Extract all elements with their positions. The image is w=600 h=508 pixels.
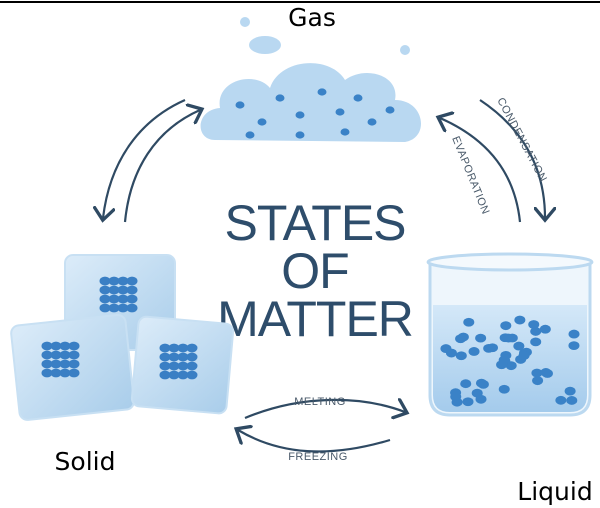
particle — [476, 379, 487, 388]
cloud-part — [240, 17, 250, 27]
particle — [499, 385, 510, 394]
cloud-part — [249, 36, 281, 54]
particle — [503, 334, 514, 343]
particle — [530, 337, 541, 346]
transition-label: MELTING — [294, 396, 346, 408]
particle — [568, 341, 579, 350]
particle — [354, 94, 363, 101]
particle — [566, 396, 577, 405]
particle — [336, 108, 345, 115]
particle — [187, 353, 198, 362]
node-label: Gas — [288, 3, 336, 32]
particle — [127, 277, 138, 286]
particle — [475, 334, 486, 343]
particle — [127, 295, 138, 304]
node-label: Liquid — [517, 477, 592, 506]
particle — [458, 333, 469, 342]
particle — [296, 131, 305, 138]
particle — [440, 344, 451, 353]
particle — [69, 342, 80, 351]
body: {"title": {"lines": ["STATES", "OF", "MA… — [0, 0, 600, 508]
particle — [386, 106, 395, 113]
particle — [258, 118, 267, 125]
particle — [514, 316, 525, 325]
particle — [500, 321, 511, 330]
particle — [463, 318, 474, 327]
diagram: CONDENSATION EVAPORATION STATES OF MATTE… — [0, 0, 600, 508]
particle — [296, 111, 305, 118]
particle — [540, 325, 551, 334]
particle — [460, 379, 471, 388]
cloud-part — [201, 63, 421, 142]
particle — [69, 360, 80, 369]
gas-solid-arrows — [103, 100, 200, 222]
particle — [565, 387, 576, 396]
particle — [368, 118, 377, 125]
transition-label: FREEZING — [288, 451, 348, 463]
particle — [469, 347, 480, 356]
particle — [246, 131, 255, 138]
particle — [318, 88, 327, 95]
particle — [187, 362, 198, 371]
page: States of Matter html, body { margin: 0;… — [0, 0, 600, 508]
particle — [540, 368, 551, 377]
particle — [530, 327, 541, 336]
particle — [476, 395, 487, 404]
particle — [456, 351, 467, 360]
particle — [463, 397, 474, 406]
gas-solid-arrows-part — [125, 110, 200, 222]
particle — [127, 304, 138, 313]
particle — [127, 286, 138, 295]
particle — [69, 351, 80, 360]
particle — [236, 101, 245, 108]
solid-liquid-arrows-part — [238, 430, 390, 451]
particle — [555, 396, 566, 405]
particle — [500, 351, 511, 360]
cloud — [201, 17, 421, 142]
particle — [452, 398, 463, 407]
node-label: Solid — [55, 447, 116, 476]
particle — [532, 376, 543, 385]
particle — [519, 351, 530, 360]
particle — [569, 330, 580, 339]
particle — [276, 94, 285, 101]
cloud-part — [400, 45, 410, 55]
particle — [483, 344, 494, 353]
beaker-part — [428, 254, 592, 270]
title-line: MATTER — [217, 291, 413, 347]
particle — [187, 371, 198, 380]
particle — [69, 369, 80, 378]
particle — [341, 128, 350, 135]
particle — [187, 344, 198, 353]
